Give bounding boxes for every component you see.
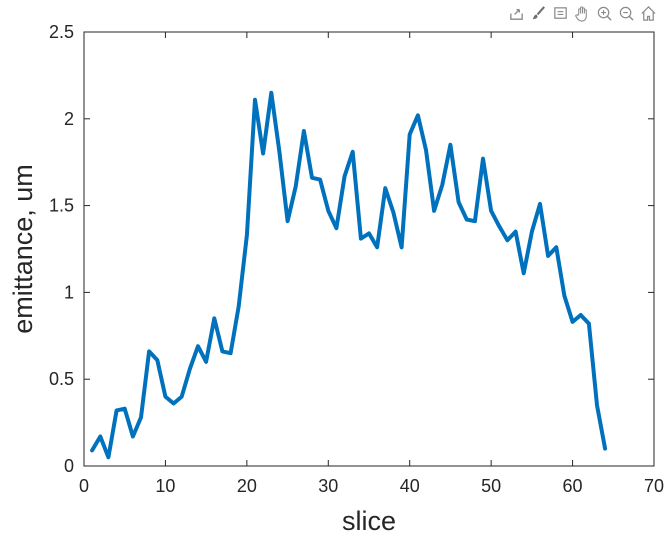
axes-box — [83, 31, 655, 467]
axes-toolbar — [507, 4, 658, 23]
home-button[interactable] — [639, 4, 658, 23]
datatip-icon — [554, 7, 567, 19]
x-tick-label: 20 — [237, 476, 257, 496]
pan-icon — [575, 6, 587, 22]
y-tick-label: 1 — [64, 282, 74, 302]
pan-button[interactable] — [573, 4, 592, 23]
y-tick-label: 0.5 — [49, 369, 74, 389]
y-tick-label: 0 — [64, 456, 74, 476]
x-tick-label: 10 — [155, 476, 175, 496]
y-tick-label: 1.5 — [49, 196, 74, 216]
x-tick-label: 30 — [318, 476, 338, 496]
zoom-in-button[interactable] — [595, 4, 614, 23]
zoom-in-icon — [597, 6, 612, 21]
export-icon — [510, 9, 523, 20]
x-tick-label: 0 — [79, 476, 89, 496]
series-line — [90, 90, 608, 460]
export-button[interactable] — [507, 4, 526, 23]
zoom-out-icon — [619, 6, 634, 21]
x-tick-label: 60 — [563, 476, 583, 496]
y-tick-label: 2.5 — [49, 22, 74, 42]
y-tick-label: 2 — [64, 109, 74, 129]
home-icon — [641, 6, 656, 21]
zoom-out-button[interactable] — [617, 4, 636, 23]
x-tick-label: 70 — [644, 476, 664, 496]
datatip-button[interactable] — [551, 4, 570, 23]
brush-icon — [532, 6, 545, 20]
x-tick-label: 40 — [400, 476, 420, 496]
brush-button[interactable] — [529, 4, 548, 23]
x-tick-label: 50 — [481, 476, 501, 496]
x-axis-label: slice — [342, 506, 396, 536]
y-axis-label: emittance, um — [8, 164, 38, 334]
